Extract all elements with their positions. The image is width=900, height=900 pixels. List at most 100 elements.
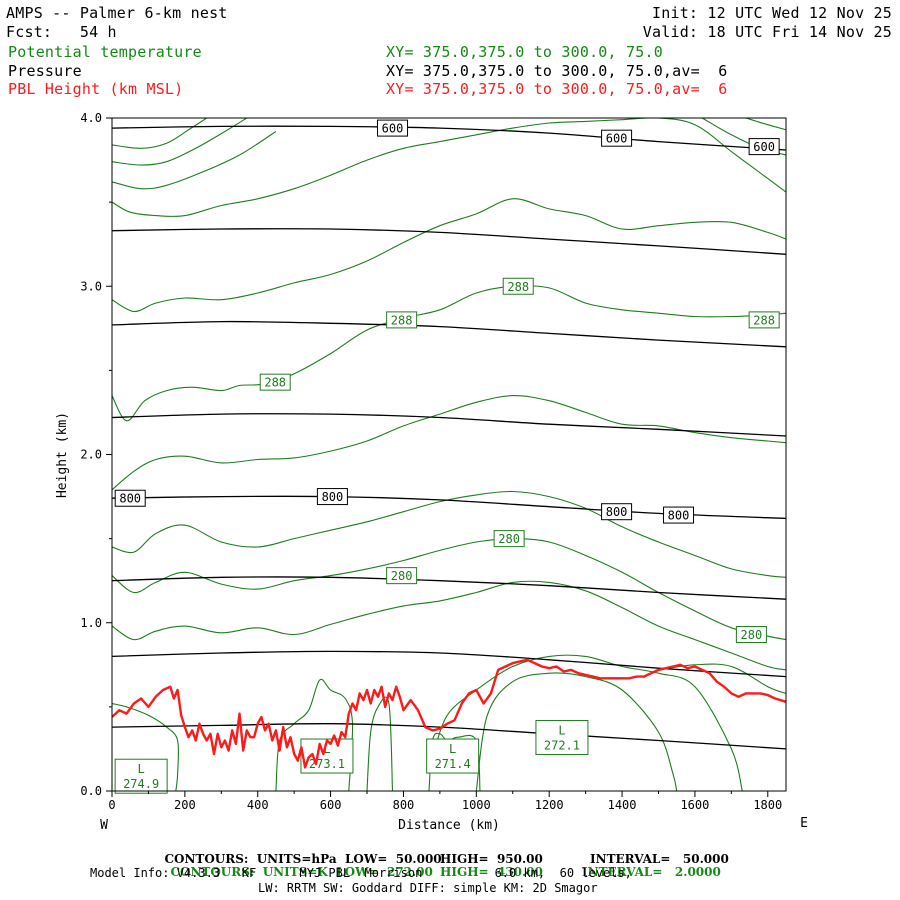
theta-contour-line <box>745 118 786 131</box>
axes: 0 200 400 600 800 1000 1200 1400 1600 1800 0.0 1.0 2… <box>80 111 782 812</box>
footer-pressure-high: HIGH= 950.00 <box>440 852 543 866</box>
field-xsec-pressure: XY= 375.0,375.0 to 300.0, 75.0,av= 6 <box>386 62 728 80</box>
pressure-label-box <box>377 119 409 137</box>
footer-theta-contours: CONTOURS: UNITS=K LOW= 272.00 HIGH= 430.0… <box>156 851 720 879</box>
pressure-contours <box>112 125 786 750</box>
low-marker-value: 274.9 <box>123 777 159 791</box>
x-tick-label: 1600 <box>680 798 709 812</box>
theta-contour-line <box>112 131 277 190</box>
valid-time: Valid: 18 UTC Fri 14 Nov 25 <box>642 23 892 41</box>
footer-pressure-contours: CONTOURS: UNITS=hPa LOW= 50.000 HIGH= 950… <box>150 838 728 866</box>
low-marker-letter: L <box>558 724 565 738</box>
pressure-label-box <box>114 489 146 507</box>
theta-contour-line <box>112 395 786 491</box>
theta-contour-label: 288 <box>507 280 529 294</box>
theta-contour-line <box>112 285 786 422</box>
low-marker-box <box>114 758 168 794</box>
field-label-pressure: Pressure <box>8 62 82 80</box>
theta-label-box <box>748 311 780 329</box>
low-marker-box <box>426 738 480 774</box>
x-tick-label: 0 <box>108 798 115 812</box>
theta-contour-line <box>112 198 786 313</box>
forecast-hour: Fcst: 54 h <box>6 23 117 41</box>
pressure-contour-label: 600 <box>382 122 404 136</box>
footer-theta-high: HIGH= 430.00 <box>440 865 543 879</box>
pressure-label-box <box>316 488 348 506</box>
y-tick-label: 4.0 <box>80 111 102 125</box>
low-marker-value: 272.1 <box>544 739 580 753</box>
pbl-height-layer <box>112 658 786 769</box>
theta-contour-line <box>112 118 248 166</box>
low-marker-letter: L <box>138 762 145 776</box>
theta-contour-line <box>112 118 208 149</box>
pressure-contour-line <box>112 320 786 348</box>
theta-low-contour-line <box>475 672 678 791</box>
footer-pressure-interval: INTERVAL= 50.000 <box>590 852 729 866</box>
y-axis-label: Height (km) <box>55 412 70 498</box>
x-tick-label: 800 <box>393 798 415 812</box>
pressure-contour-line <box>112 650 786 678</box>
pressure-contour-label: 600 <box>753 140 775 154</box>
x-axis-label: Distance (km) <box>398 818 500 833</box>
x-tick-label: 1200 <box>535 798 564 812</box>
pressure-contour-line <box>112 228 786 255</box>
theta-label-box <box>502 277 534 295</box>
x-tick-label: 400 <box>247 798 269 812</box>
pressure-contour-label: 600 <box>606 132 628 146</box>
theta-contour-label: 280 <box>498 532 520 546</box>
pressure-contour-line <box>112 576 786 600</box>
footer-pressure-contours-info: CONTOURS: UNITS=hPa LOW= 50.000 <box>164 852 442 866</box>
pressure-contour-label: 800 <box>322 490 344 504</box>
pressure-contour-label: 800 <box>668 509 690 523</box>
west-label: W <box>100 818 108 833</box>
theta-contour-label: 288 <box>391 313 413 327</box>
y-tick-label: 1.0 <box>80 616 102 630</box>
pressure-contour-line <box>112 495 786 520</box>
theta-label-box <box>259 373 291 391</box>
plot-frame <box>111 117 787 792</box>
chart-title: AMPS -- Palmer 6-km nest <box>6 4 228 22</box>
footer-model-info: Model Info: V4.3.3 KF MYJ PBL Morrison 6… <box>90 866 632 880</box>
pressure-contour-line <box>112 125 786 151</box>
theta-contour-label: 280 <box>741 628 763 642</box>
theta-contour-label: 288 <box>753 313 775 327</box>
theta-low-contour-line <box>658 663 786 694</box>
y-tick-label: 0.0 <box>80 784 102 798</box>
pressure-contour-label: 800 <box>606 505 628 519</box>
field-label-pbl: PBL Height (km MSL) <box>8 80 184 98</box>
init-time: Init: 12 UTC Wed 12 Nov 25 <box>652 4 892 22</box>
east-label: E <box>800 816 808 831</box>
theta-label-box <box>386 311 418 329</box>
pressure-contour-label: 800 <box>119 492 141 506</box>
low-marker-letter: L <box>449 742 456 756</box>
y-tick-label: 2.0 <box>80 448 102 462</box>
theta-label-box <box>386 567 418 585</box>
pbl-height-line <box>112 658 786 769</box>
y-tick-label: 3.0 <box>80 279 102 293</box>
low-marker-letter: L <box>323 742 330 756</box>
theta-contour-line <box>112 118 786 218</box>
footer-theta-contours-info: CONTOURS: UNITS=K LOW= 272.00 <box>170 865 433 879</box>
theta-contour-line <box>112 490 786 578</box>
pressure-label-box <box>601 129 633 147</box>
pressure-contour-line <box>112 723 786 750</box>
pressure-label-box <box>663 506 695 524</box>
theta-label-box <box>735 626 767 644</box>
x-tick-label: 1800 <box>753 798 782 812</box>
contour-labels: 600 600 600 800 800 800 800 288 288 288 288 280 280 2… <box>114 119 780 644</box>
pressure-label-box <box>601 503 633 521</box>
x-tick-label: 1400 <box>608 798 637 812</box>
pressure-contour-line <box>112 413 786 437</box>
pressure-label-box <box>748 138 780 156</box>
x-tick-label: 200 <box>174 798 196 812</box>
low-marker-box <box>535 720 589 756</box>
theta-low-contour-line <box>112 702 180 791</box>
x-tick-label: 600 <box>320 798 342 812</box>
field-label-theta: Potential temperature <box>8 43 202 61</box>
theta-contour-line <box>112 538 786 641</box>
x-tick-label: 1000 <box>462 798 491 812</box>
theta-contour-label: 288 <box>264 376 286 390</box>
field-xsec-pbl: XY= 375.0,375.0 to 300.0, 75.0,av= 6 <box>386 80 728 98</box>
